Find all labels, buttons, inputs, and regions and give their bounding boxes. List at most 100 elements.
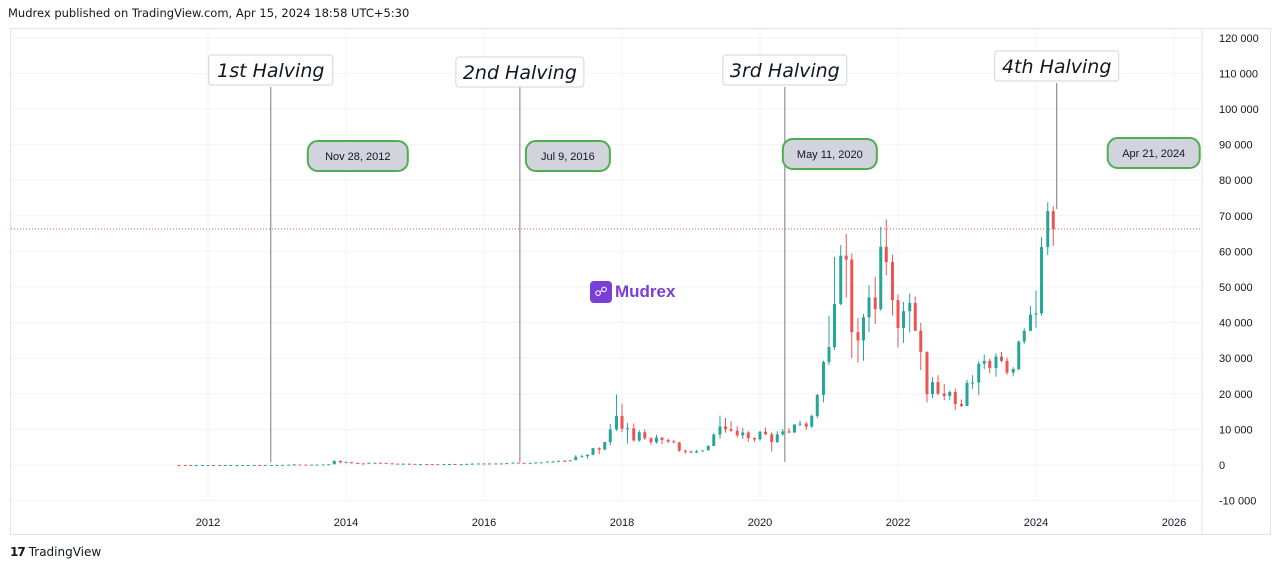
candle-body [258, 464, 262, 466]
candle-body [655, 437, 658, 443]
candle-body [948, 392, 952, 396]
candle-body [528, 462, 532, 464]
y-tick-label: 30 000 [1219, 353, 1253, 365]
candle-body [712, 434, 716, 446]
halving-title: 4th Halving [1002, 56, 1111, 78]
y-tick-label: 70 000 [1219, 211, 1253, 223]
candle-body [873, 297, 877, 310]
candle-body [994, 356, 998, 369]
y-tick-label: 40 000 [1219, 318, 1253, 330]
candle-body [632, 428, 636, 441]
candle-body [494, 463, 498, 465]
x-tick-label: 2016 [472, 517, 496, 529]
halving-title-box [455, 56, 585, 88]
candle-body [890, 262, 894, 301]
candle-body [511, 462, 515, 464]
candle-body [488, 463, 492, 465]
candle-body [499, 463, 503, 465]
candle-body [327, 464, 331, 466]
candle-body [781, 431, 785, 435]
x-tick-label: 2026 [1162, 517, 1186, 529]
candle-body [953, 392, 957, 404]
candle-body [194, 464, 198, 466]
candle-body [718, 426, 722, 435]
candle-body [476, 463, 480, 465]
halving-date-label [781, 138, 878, 170]
candle-body [821, 361, 825, 395]
candle-body [735, 430, 739, 436]
candle-body [384, 462, 388, 464]
candle-body [701, 450, 705, 452]
y-tick-label: 20 000 [1219, 389, 1253, 401]
candle-body [298, 464, 302, 466]
candle-body [436, 464, 440, 466]
candle-body [1017, 341, 1021, 370]
candle-body [356, 463, 360, 465]
candle-body [332, 460, 336, 465]
candlestick-chart[interactable]: 120 000 110 000 100 000 90 000 80 000 70 000 6… [11, 29, 1270, 534]
candle-body [896, 300, 900, 328]
candle-body [971, 382, 975, 384]
candle-body [522, 462, 526, 464]
y-tick-label: 110 000 [1219, 68, 1258, 80]
candle-body [292, 464, 296, 466]
candle-body [977, 363, 981, 383]
candle-body [310, 464, 313, 466]
candle-body [764, 431, 768, 435]
mudrex-logo-icon: ☍ [590, 281, 612, 303]
halving-title-box [994, 50, 1120, 82]
candle-body [913, 303, 917, 331]
x-tick-label: 2024 [1024, 517, 1048, 529]
watermark-text: Mudrex [615, 282, 676, 301]
candle-body [505, 463, 509, 465]
candle-body [603, 442, 607, 450]
candle-body [401, 463, 405, 465]
candle-body [212, 464, 216, 466]
candle-body [338, 460, 342, 463]
candle-body [442, 464, 446, 466]
candle-body [344, 462, 348, 464]
candle-body [304, 464, 308, 466]
halving-date-text: May 11, 2020 [797, 149, 863, 161]
halving-date-text: Apr 21, 2024 [1122, 148, 1185, 160]
candle-body [321, 464, 325, 466]
candle-body [367, 462, 371, 464]
y-tick-label: 60 000 [1219, 246, 1253, 258]
candle-body [902, 311, 906, 328]
x-tick-label: 2022 [886, 517, 910, 529]
candle-body [568, 460, 572, 462]
y-tick-label: 80 000 [1219, 175, 1253, 187]
candle-body [597, 448, 601, 450]
candle-body [879, 246, 883, 310]
candle-body [517, 462, 520, 464]
candle-body [706, 445, 710, 451]
candle-body [724, 426, 727, 430]
candle-body [241, 464, 244, 466]
candle-body [183, 464, 187, 466]
candle-body [419, 464, 423, 466]
tradingview-brand: TradingView [28, 545, 102, 559]
candle-body [775, 434, 779, 443]
y-tick-label: 120 000 [1219, 33, 1259, 45]
candle-body [1051, 211, 1055, 229]
x-tick-label: 2014 [334, 517, 358, 529]
candle-body [586, 454, 589, 457]
chart-panel[interactable]: 120 000 110 000 100 000 90 000 80 000 70 000 6… [10, 28, 1271, 535]
x-tick-label: 2018 [610, 517, 634, 529]
candle-body [884, 246, 888, 263]
candle-body [810, 415, 814, 427]
candle-body [263, 464, 267, 466]
candle-body [649, 438, 653, 443]
candle-body [407, 463, 411, 465]
candle-body [689, 451, 693, 453]
candle-body [608, 429, 612, 443]
y-tick-label: -10 000 [1219, 496, 1256, 508]
candle-body [591, 448, 595, 455]
candle-body [361, 463, 365, 465]
candle-body [798, 423, 802, 425]
candle-body [200, 464, 204, 466]
candle-body [942, 393, 946, 396]
candle-body [1005, 360, 1009, 373]
candle-body [425, 464, 429, 466]
tradingview-footer[interactable]: 17 TradingView [10, 545, 101, 559]
